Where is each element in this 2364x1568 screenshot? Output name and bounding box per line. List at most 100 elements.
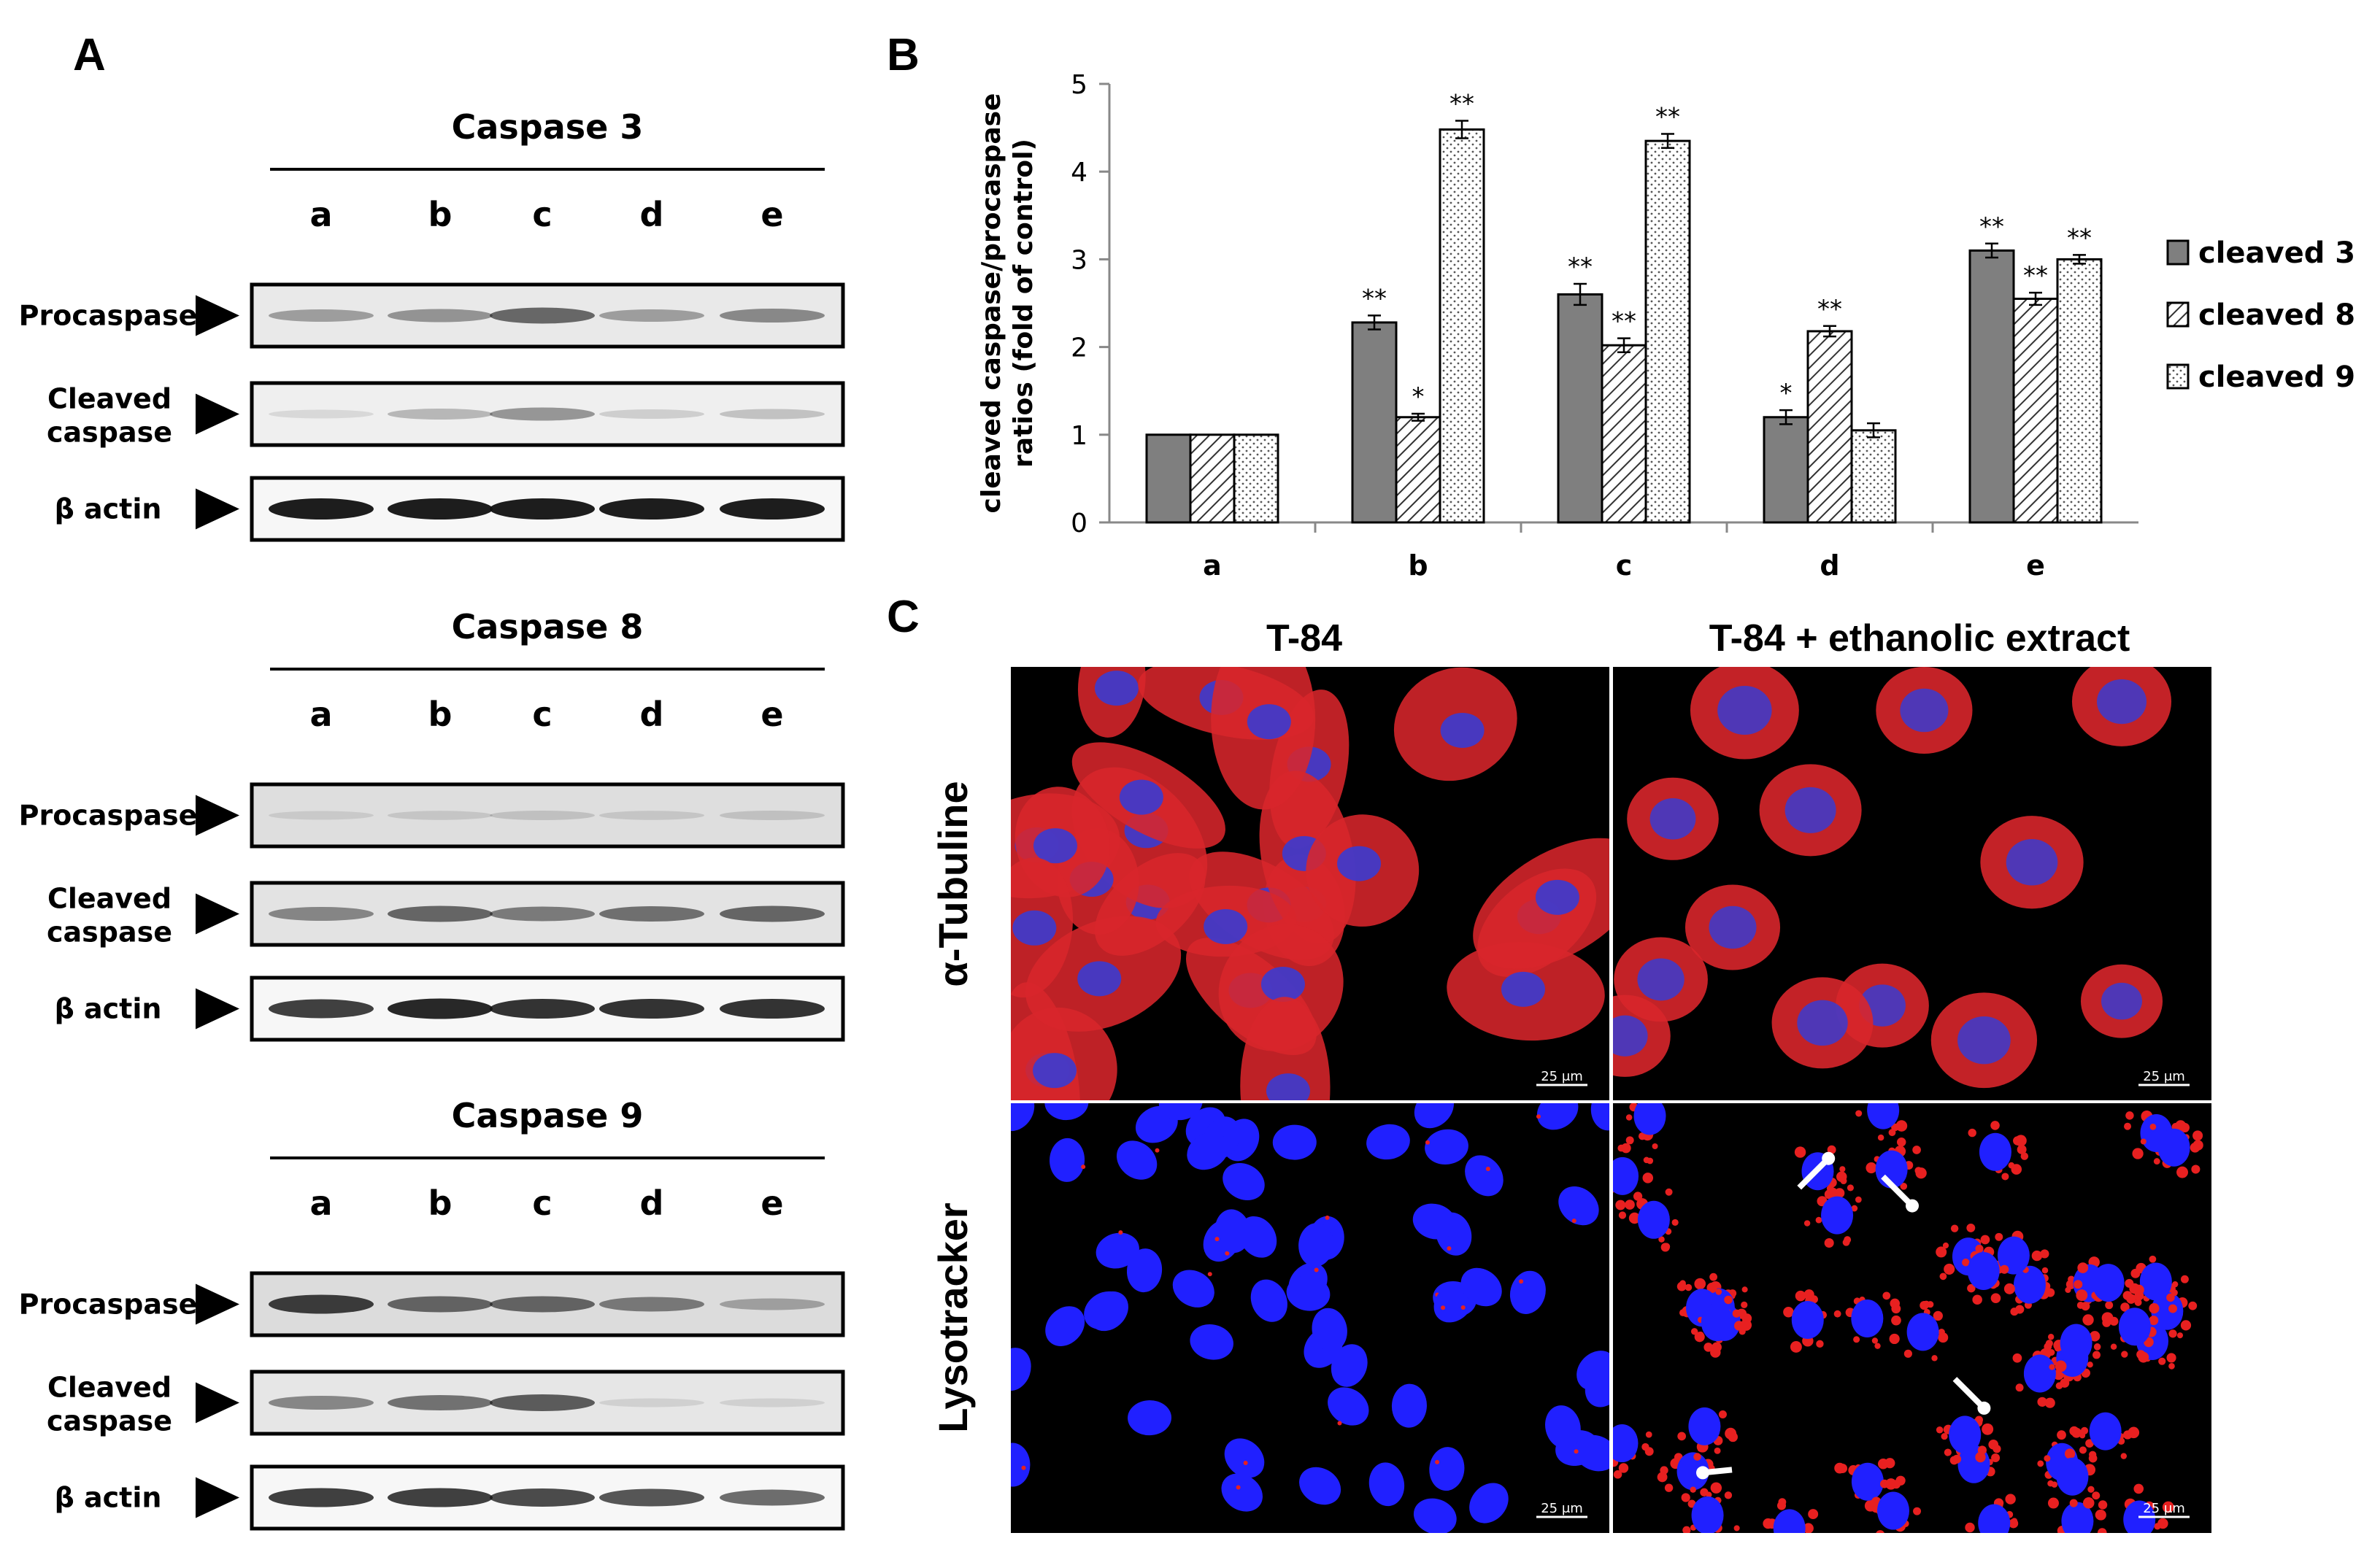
blot-band [269, 498, 374, 520]
cell-nucleus [1558, 1186, 1599, 1226]
lysosome-dot [1337, 1421, 1342, 1426]
cell-nucleus [1501, 971, 1545, 1007]
row-label: Cleaved [47, 883, 172, 915]
lysosome-dot [1214, 1237, 1220, 1242]
cell-nucleus [1312, 1308, 1347, 1352]
y-axis-title-line1: cleaved caspase/procaspase [977, 93, 1006, 514]
lysosome-dot [1435, 1459, 1440, 1464]
blot-band [490, 1488, 595, 1507]
lysosome-dot [2093, 1343, 2101, 1351]
lysosome-dot [2092, 1351, 2101, 1359]
blot-band [269, 811, 374, 820]
lysosome-dot [2168, 1363, 2175, 1370]
blot-title: Caspase 8 [452, 607, 644, 646]
cell-nucleus [1773, 1509, 1806, 1533]
lysosome-dot [1714, 1447, 1721, 1454]
lysosome-dot [2157, 1518, 2168, 1529]
lysosome-dot [1697, 1331, 1704, 1338]
arrow-head [1977, 1401, 1991, 1415]
legend-swatch [2166, 363, 2190, 390]
significance-label: ** [1979, 212, 2004, 242]
lysosome-dot [1988, 1440, 1999, 1450]
blot-band [490, 999, 595, 1019]
lysosome-dot [1679, 1309, 1687, 1317]
lysosome-dot [1783, 1307, 1794, 1318]
x-category-label: d [1820, 549, 1839, 582]
blot-band [388, 998, 493, 1019]
lysosome-dot [1710, 1347, 1721, 1358]
lysosome-dot [2120, 1453, 2128, 1459]
lysosome-dot [1618, 1211, 1627, 1219]
lysosome-dot [1803, 1220, 1811, 1227]
row-label: caspase [47, 417, 172, 449]
lysosome-dot [1118, 1230, 1123, 1235]
cell-nucleus [1250, 1279, 1287, 1322]
lysosome-dot [1871, 1505, 1879, 1513]
lane-label: b [428, 195, 453, 234]
cell-nucleus [1077, 961, 1122, 997]
bar-cleaved-9 [1439, 128, 1485, 524]
cell-nucleus [1906, 1313, 1939, 1351]
cell-nucleus [1784, 787, 1836, 833]
lysosome-dot [2031, 1250, 2043, 1262]
row-label: β actin [55, 993, 162, 1025]
lysosome-dot [1681, 1493, 1690, 1502]
blot-band [269, 907, 374, 921]
lysosome-dot [2055, 1360, 2067, 1372]
cell-nucleus [1613, 1424, 1639, 1463]
bar-cleaved-8 [1189, 433, 1236, 524]
row-label-lysotracker: Lysotracker [930, 1202, 976, 1432]
lysosome-dot [1314, 1267, 1319, 1272]
lysosome-dot [2133, 1483, 2144, 1494]
lysosome-dot [1915, 1167, 1927, 1179]
lysosome-dot [1628, 1212, 1641, 1224]
lysosome-dot [2176, 1166, 2188, 1178]
cell-nucleus [1574, 1434, 1609, 1472]
lysosome-dot [2074, 1280, 2083, 1289]
lane-label: d [640, 1183, 664, 1223]
lane-label: d [640, 695, 664, 734]
lysosome-dot [1833, 1310, 1841, 1318]
blot-band [720, 999, 825, 1019]
lysosome-dot [2150, 1537, 2157, 1544]
cell-nucleus [1266, 1073, 1310, 1101]
row-label-tubuline: α-Tubuline [930, 781, 976, 986]
lysosome-dot [2040, 1249, 2049, 1259]
lysosome-dot [2014, 1535, 2020, 1542]
lysosome-dot [1853, 1336, 1860, 1343]
lysosome-dot [2097, 1528, 2107, 1533]
panel-letter-a: A [73, 30, 106, 80]
arrow-head [1696, 1466, 1709, 1480]
lysosome-dot [2069, 1426, 2079, 1436]
arrow-head [1822, 1151, 1836, 1165]
lysosome-dot [2012, 1353, 2022, 1363]
lysosome-dot [2180, 1320, 2192, 1331]
y-tick-label: 1 [1071, 421, 1087, 451]
blot-band [490, 407, 595, 421]
blot-band [388, 309, 493, 323]
lysosome-dot [1225, 1251, 1230, 1256]
lysosome-dot [2109, 1316, 2119, 1326]
lysosome-dot [2133, 1284, 2144, 1296]
scale-bar-label: 25 μm [1541, 1069, 1583, 1084]
cell-nucleus [1247, 704, 1291, 740]
lysosome-dot [1790, 1341, 1802, 1353]
arrow-indicator [1952, 1377, 1987, 1410]
lysosome-dot [1847, 1184, 1854, 1192]
lysosome-dot [1975, 1451, 1986, 1463]
lysosome-dot [1890, 1298, 1901, 1309]
cell-nucleus [1366, 1124, 1410, 1160]
lysosome-dot [2037, 1460, 2044, 1467]
cell-nucleus [1116, 1140, 1158, 1180]
lysosome-dot [2188, 1301, 2198, 1310]
lysosome-dot [2102, 1318, 2111, 1327]
lysosome-dot [1809, 1535, 1817, 1542]
lysosome-dot [1706, 1491, 1712, 1498]
cell-nucleus [1033, 828, 1077, 864]
lysosome-dot [1718, 1410, 1727, 1419]
cell-nucleus [1298, 1223, 1334, 1267]
significance-label: ** [1655, 103, 1680, 132]
lysosome-dot [2087, 1542, 2099, 1553]
blot-band [388, 905, 493, 922]
significance-label: ** [1449, 89, 1474, 118]
